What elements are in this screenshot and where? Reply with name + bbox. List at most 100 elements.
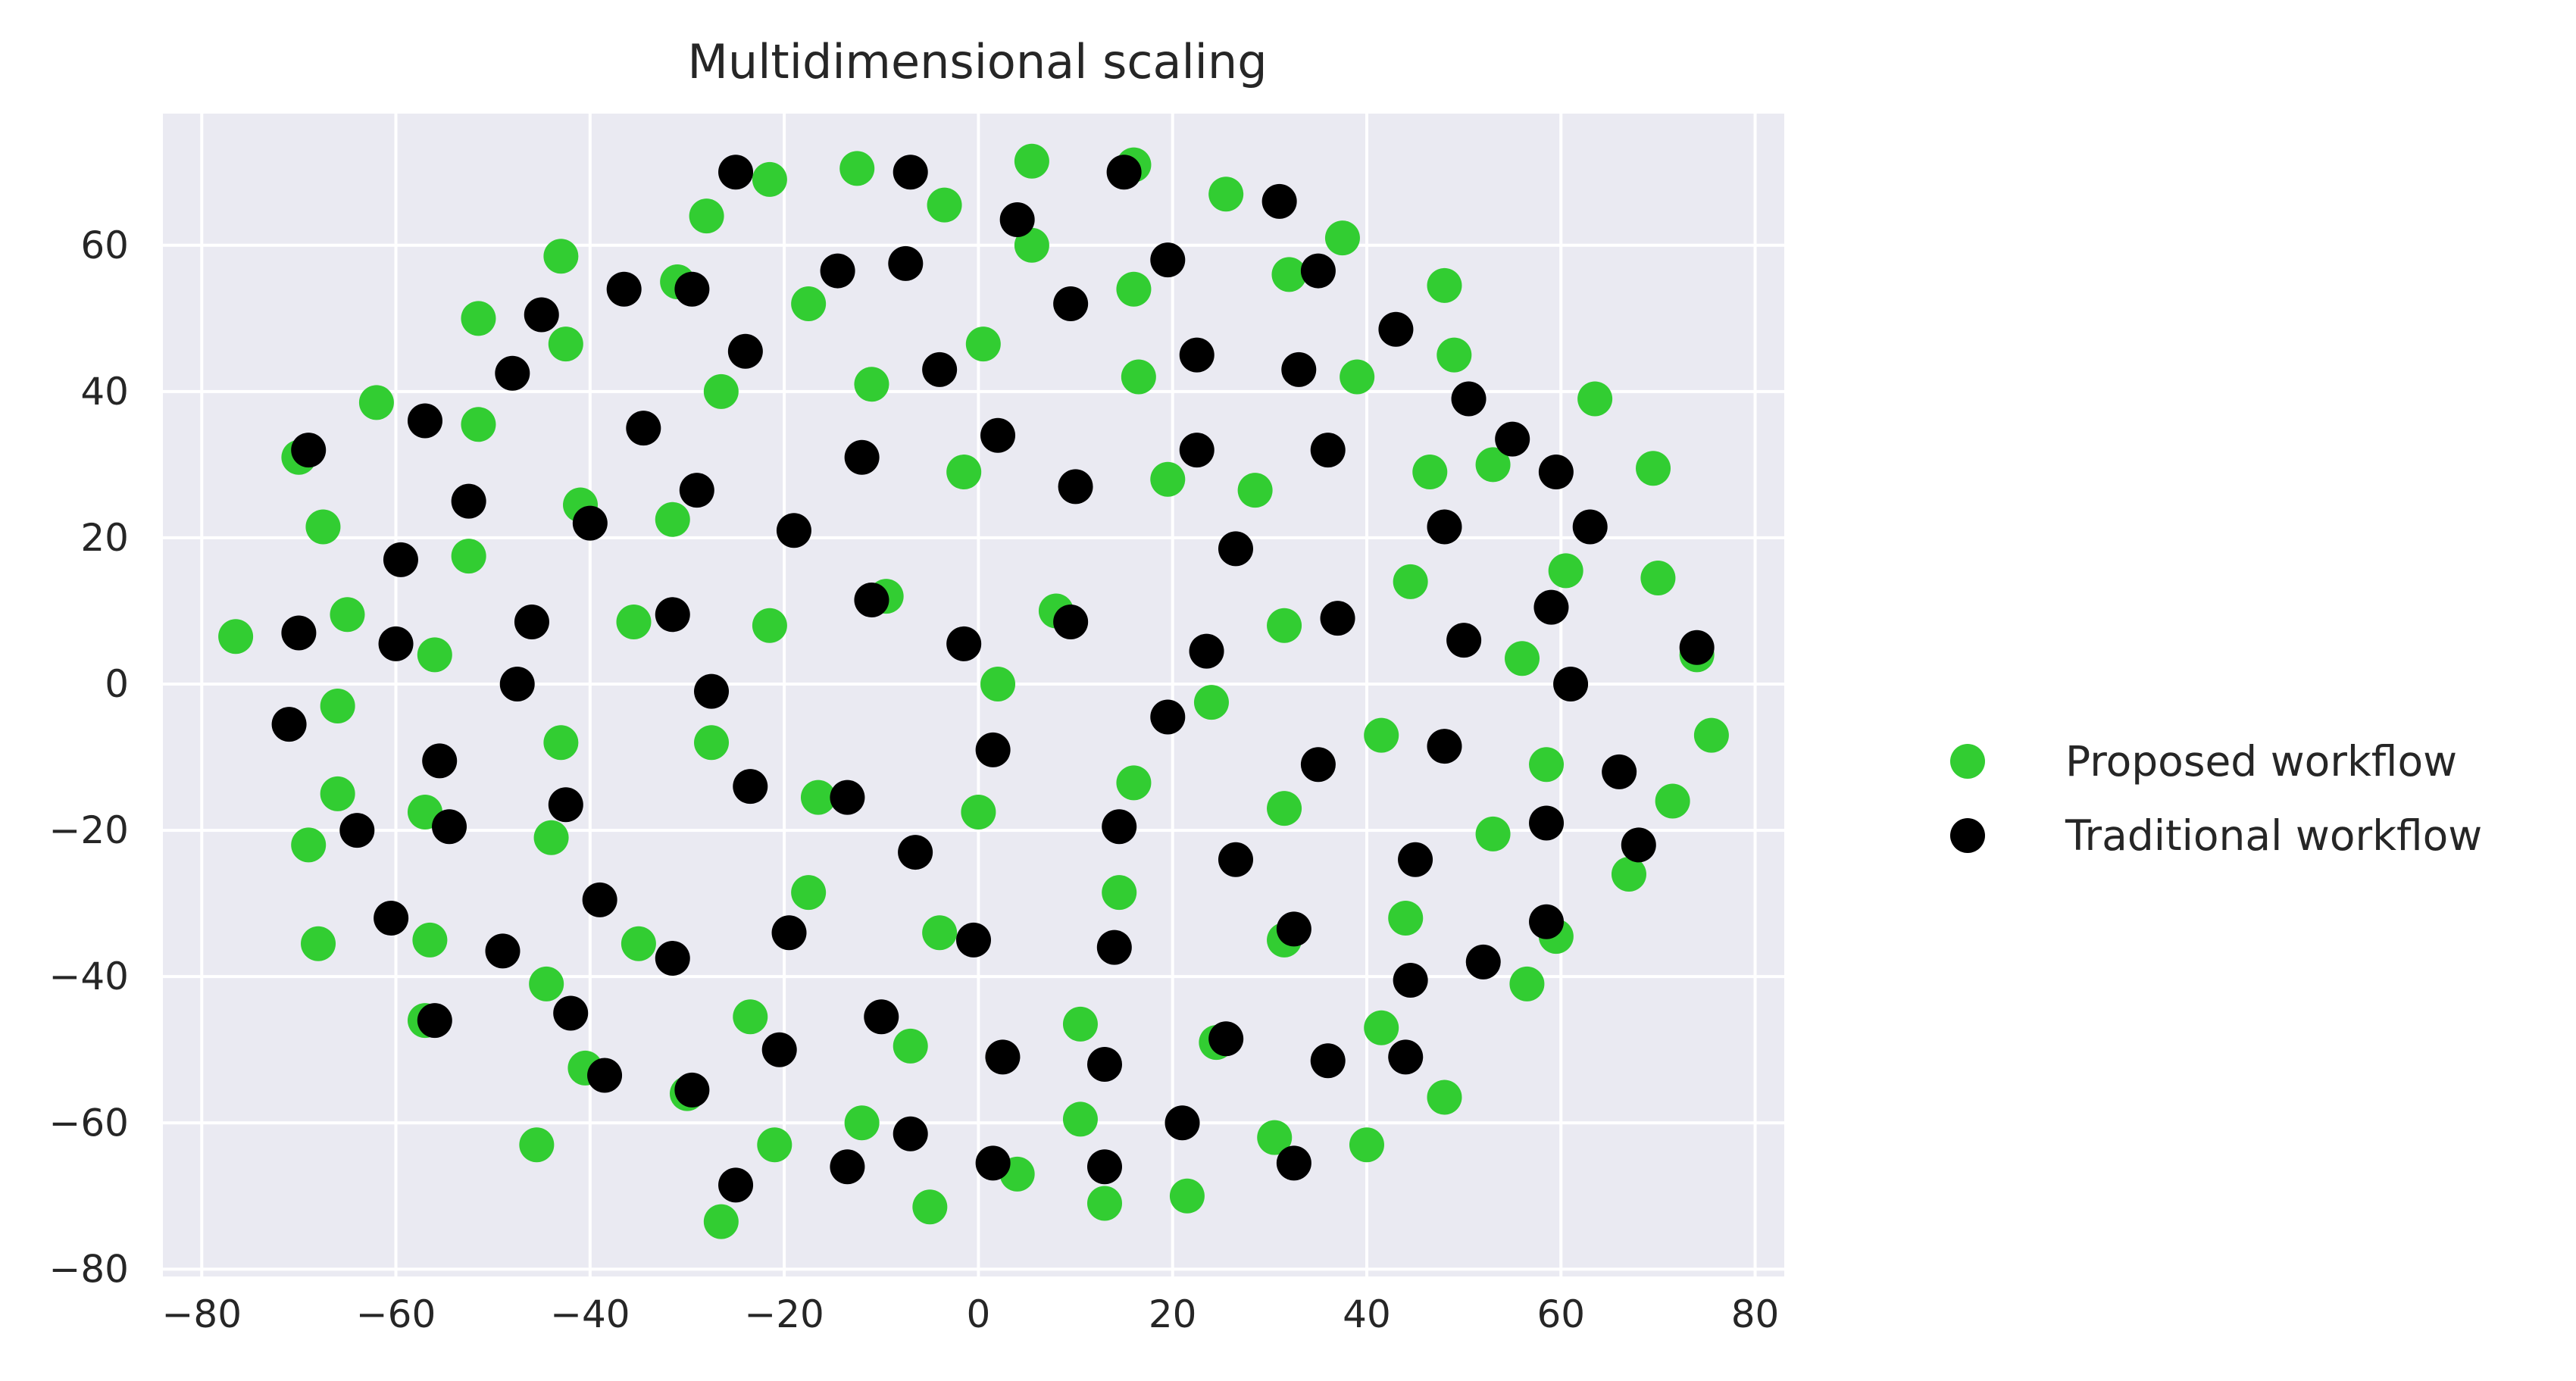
proposed-point xyxy=(757,1127,792,1163)
proposed-point xyxy=(543,725,579,761)
traditional-point xyxy=(655,941,690,976)
proposed-point xyxy=(1509,966,1545,1001)
proposed-point xyxy=(689,198,724,234)
legend-marker-proposed xyxy=(1950,744,1985,779)
plot-background xyxy=(163,114,1784,1276)
traditional-point xyxy=(1451,381,1487,417)
y-axis-ticks: −80 −60 −40 −20 0 20 40 60 xyxy=(48,223,129,1292)
traditional-point xyxy=(1165,1105,1200,1141)
traditional-point xyxy=(1218,842,1253,877)
traditional-point xyxy=(1621,827,1656,863)
traditional-point xyxy=(1465,944,1501,980)
traditional-point xyxy=(771,915,807,951)
proposed-point xyxy=(543,239,579,274)
proposed-point xyxy=(1475,447,1511,483)
proposed-point xyxy=(1150,461,1186,497)
proposed-point xyxy=(694,725,730,761)
traditional-point xyxy=(1300,253,1336,289)
traditional-point xyxy=(830,1149,865,1185)
proposed-point xyxy=(1237,473,1273,508)
traditional-point xyxy=(339,813,375,848)
grid-lines xyxy=(163,114,1784,1276)
traditional-point xyxy=(281,615,317,651)
traditional-point xyxy=(674,271,710,307)
traditional-point xyxy=(893,1116,928,1151)
traditional-point xyxy=(495,355,530,391)
proposed-point xyxy=(1529,747,1565,783)
traditional-point xyxy=(985,1039,1021,1075)
x-tick-label: 40 xyxy=(1343,1292,1391,1336)
proposed-point xyxy=(451,539,486,574)
proposed-point xyxy=(1169,1178,1205,1214)
traditional-point xyxy=(485,933,521,969)
proposed-point xyxy=(320,688,355,723)
y-tick-label: 40 xyxy=(80,370,129,414)
legend: Proposed workflow Traditional workflow xyxy=(1950,737,2482,860)
proposed-point xyxy=(1393,564,1428,599)
proposed-point xyxy=(320,776,355,811)
traditional-point xyxy=(1427,729,1462,764)
traditional-point xyxy=(553,995,589,1031)
y-tick-label: 0 xyxy=(105,662,129,706)
proposed-point xyxy=(1693,717,1729,753)
traditional-point xyxy=(1179,433,1215,468)
traditional-point xyxy=(1529,805,1565,841)
traditional-point xyxy=(830,780,865,815)
proposed-point xyxy=(965,327,1001,362)
traditional-point xyxy=(999,202,1035,237)
proposed-point xyxy=(1208,177,1244,212)
traditional-point xyxy=(1679,630,1715,665)
y-tick-label: −20 xyxy=(48,808,129,852)
proposed-point xyxy=(1062,1006,1098,1042)
traditional-point xyxy=(1553,667,1589,702)
traditional-point xyxy=(548,787,583,823)
proposed-point xyxy=(893,1028,928,1064)
legend-marker-traditional xyxy=(1950,818,1985,853)
traditional-point xyxy=(1378,311,1414,347)
traditional-point xyxy=(1529,904,1565,939)
traditional-point xyxy=(1602,754,1637,789)
traditional-point xyxy=(956,922,991,958)
traditional-point xyxy=(1261,183,1297,219)
proposed-point xyxy=(1062,1101,1098,1137)
traditional-point xyxy=(572,505,608,541)
proposed-point xyxy=(1116,271,1152,307)
proposed-point xyxy=(461,407,496,442)
proposed-point xyxy=(616,604,652,639)
traditional-point xyxy=(1388,1039,1424,1075)
traditional-point xyxy=(1310,433,1346,468)
proposed-point xyxy=(1086,1186,1122,1221)
traditional-point xyxy=(1310,1043,1346,1079)
data-points xyxy=(218,143,1729,1239)
traditional-point xyxy=(1150,242,1186,278)
proposed-point xyxy=(1267,608,1302,643)
traditional-point xyxy=(271,707,307,742)
traditional-point xyxy=(898,835,933,870)
traditional-point xyxy=(1300,747,1336,783)
traditional-point xyxy=(1281,351,1317,387)
traditional-point xyxy=(733,769,768,805)
y-tick-label: −80 xyxy=(48,1247,129,1291)
proposed-point xyxy=(1475,816,1511,851)
traditional-point xyxy=(582,882,617,917)
traditional-point xyxy=(854,582,889,617)
traditional-point xyxy=(776,513,811,548)
proposed-point xyxy=(1505,641,1540,676)
traditional-point xyxy=(451,483,486,519)
traditional-point xyxy=(383,542,418,577)
proposed-point xyxy=(1116,765,1152,801)
proposed-point xyxy=(305,509,341,545)
x-tick-label: 20 xyxy=(1149,1292,1197,1336)
proposed-point xyxy=(961,794,996,830)
traditional-point xyxy=(1086,1047,1122,1083)
traditional-point xyxy=(1495,421,1530,457)
proposed-point xyxy=(844,1105,880,1141)
proposed-point xyxy=(752,161,787,197)
proposed-point xyxy=(621,926,656,961)
proposed-point xyxy=(1388,900,1424,936)
proposed-point xyxy=(330,597,365,633)
proposed-point xyxy=(519,1127,555,1163)
proposed-point xyxy=(1655,783,1690,819)
proposed-point xyxy=(1014,227,1049,263)
